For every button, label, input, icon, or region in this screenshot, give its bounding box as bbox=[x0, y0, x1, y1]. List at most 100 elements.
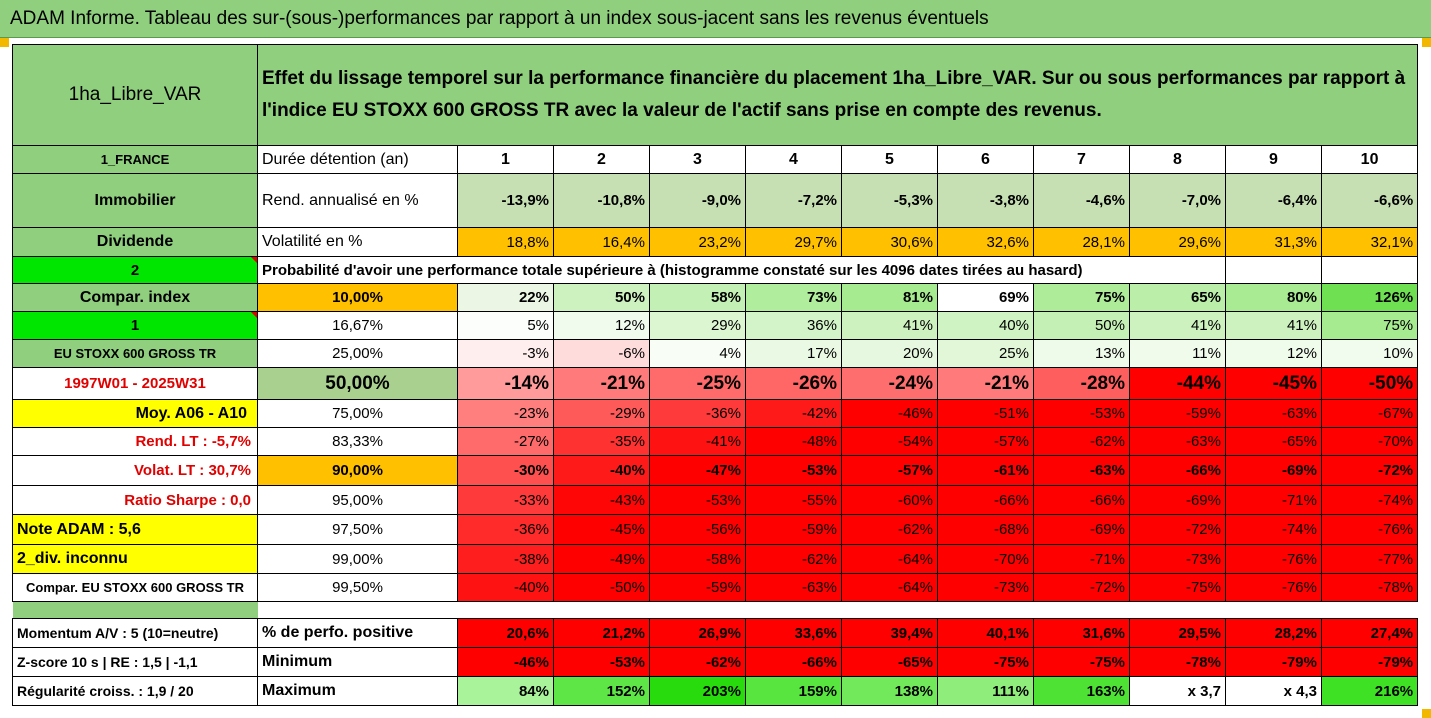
percentile-cell: -57% bbox=[937, 427, 1034, 456]
percentile-cell: 20% bbox=[841, 339, 938, 368]
percentile-cell: -45% bbox=[1225, 367, 1322, 400]
positive-perf-label: % de perfo. positive bbox=[257, 618, 458, 648]
minimum-label: Minimum bbox=[257, 647, 458, 677]
percentile-cell: -58% bbox=[649, 544, 746, 574]
percentile-cell: -36% bbox=[649, 399, 746, 428]
percentile-cell: -55% bbox=[745, 485, 842, 515]
percentile-cell: -66% bbox=[937, 485, 1034, 515]
percentile-cell: -53% bbox=[1033, 399, 1130, 428]
percentile-cell: -68% bbox=[937, 514, 1034, 545]
percentile-cell: 75% bbox=[1033, 283, 1130, 312]
year-header: 1 bbox=[457, 145, 554, 174]
fund-name: 1ha_Libre_VAR bbox=[12, 44, 258, 146]
percentile-cell: -70% bbox=[937, 544, 1034, 574]
year-header: 5 bbox=[841, 145, 938, 174]
percentile-cell: -41% bbox=[649, 427, 746, 456]
return-cell: -6,6% bbox=[1320, 173, 1419, 228]
year-header: 4 bbox=[745, 145, 842, 174]
positive-perf-cell: 20,6% bbox=[457, 618, 554, 648]
return-cell: -3,8% bbox=[937, 173, 1034, 228]
volatility-cell: 31,3% bbox=[1225, 227, 1322, 257]
year-header: 10 bbox=[1320, 145, 1419, 174]
volatility-cell: 32,6% bbox=[937, 227, 1034, 257]
percentile-cell: -53% bbox=[745, 455, 842, 486]
dividend-status-label: 2_div. inconnu bbox=[12, 544, 258, 574]
percentile-cell: -51% bbox=[937, 399, 1034, 428]
percentile-cell: -59% bbox=[745, 514, 842, 545]
percentile-cell: -56% bbox=[649, 514, 746, 545]
percentile-cell: 36% bbox=[745, 311, 842, 340]
sharpe-ratio-label: Ratio Sharpe : 0,0 bbox=[12, 485, 258, 515]
return-cell: -4,6% bbox=[1033, 173, 1130, 228]
percentile-cell: -73% bbox=[937, 573, 1034, 602]
maximum-cell: 159% bbox=[745, 676, 842, 706]
percentile-cell: -49% bbox=[553, 544, 650, 574]
volatility-cell: 29,7% bbox=[745, 227, 842, 257]
regularity-label: Régularité croiss. : 1,9 / 20 bbox=[12, 676, 258, 706]
minimum-cell: -79% bbox=[1320, 647, 1419, 677]
zscore-label: Z-score 10 s | RE : 1,5 | -1,1 bbox=[12, 647, 258, 677]
year-header: 7 bbox=[1033, 145, 1130, 174]
percentile-cell: -40% bbox=[553, 455, 650, 486]
maximum-cell: 84% bbox=[457, 676, 554, 706]
maximum-cell: 203% bbox=[649, 676, 746, 706]
percentile-cell: -63% bbox=[745, 573, 842, 602]
percentile-cell: -71% bbox=[1033, 544, 1130, 574]
volatility-cell: 23,2% bbox=[649, 227, 746, 257]
corner-marker bbox=[0, 38, 9, 47]
percentile-cell: -74% bbox=[1225, 514, 1322, 545]
return-cell: -9,0% bbox=[649, 173, 746, 228]
empty-cell bbox=[1320, 256, 1419, 284]
percentile-cell: -64% bbox=[841, 544, 938, 574]
volatility-cell: 32,1% bbox=[1320, 227, 1419, 257]
percentile-cell: -62% bbox=[745, 544, 842, 574]
percentile-cell: 40% bbox=[937, 311, 1034, 340]
volatility-cell: 29,6% bbox=[1129, 227, 1226, 257]
percentile-label: 97,50% bbox=[257, 514, 458, 545]
minimum-cell: -46% bbox=[457, 647, 554, 677]
percentile-cell: -53% bbox=[649, 485, 746, 515]
percentile-cell: -45% bbox=[553, 514, 650, 545]
year-header: 2 bbox=[553, 145, 650, 174]
percentile-cell: -59% bbox=[649, 573, 746, 602]
percentile-cell: -62% bbox=[841, 514, 938, 545]
return-cell: -7,2% bbox=[745, 173, 842, 228]
positive-perf-cell: 21,2% bbox=[553, 618, 650, 648]
minimum-cell: -79% bbox=[1225, 647, 1322, 677]
maximum-cell: 152% bbox=[553, 676, 650, 706]
percentile-cell: -14% bbox=[457, 367, 554, 400]
percentile-cell: -43% bbox=[553, 485, 650, 515]
percentile-cell: 17% bbox=[745, 339, 842, 368]
maximum-cell: x 3,7 bbox=[1129, 676, 1226, 706]
percentile-cell: -63% bbox=[1225, 399, 1322, 428]
percentile-cell: -69% bbox=[1225, 455, 1322, 486]
percentile-cell: -54% bbox=[841, 427, 938, 456]
maximum-cell: 216% bbox=[1320, 676, 1419, 706]
positive-perf-cell: 27,4% bbox=[1320, 618, 1419, 648]
title-banner: ADAM Informe. Tableau des sur-(sous-)per… bbox=[0, 0, 1431, 38]
percentile-cell: -24% bbox=[841, 367, 938, 400]
separator-space bbox=[258, 602, 1418, 619]
percentile-cell: 12% bbox=[1225, 339, 1322, 368]
minimum-cell: -75% bbox=[937, 647, 1034, 677]
percentile-cell: -47% bbox=[649, 455, 746, 486]
duration-label: Durée détention (an) bbox=[257, 145, 458, 174]
volatility-cell: 18,8% bbox=[457, 227, 554, 257]
percentile-cell: -76% bbox=[1225, 573, 1322, 602]
percentile-cell: -77% bbox=[1320, 544, 1419, 574]
percentile-label: 25,00% bbox=[257, 339, 458, 368]
percentile-cell: -25% bbox=[649, 367, 746, 400]
minimum-cell: -75% bbox=[1033, 647, 1130, 677]
percentile-cell: -38% bbox=[457, 544, 554, 574]
percentile-cell: -60% bbox=[841, 485, 938, 515]
percentile-cell: -78% bbox=[1320, 573, 1419, 602]
percentile-cell: 11% bbox=[1129, 339, 1226, 368]
volatility-cell: 30,6% bbox=[841, 227, 938, 257]
maximum-cell: x 4,3 bbox=[1225, 676, 1322, 706]
percentile-cell: -63% bbox=[1129, 427, 1226, 456]
percentile-cell: 73% bbox=[745, 283, 842, 312]
year-header: 6 bbox=[937, 145, 1034, 174]
percentile-label: 99,50% bbox=[257, 573, 458, 602]
percentile-label: 75,00% bbox=[257, 399, 458, 428]
minimum-cell: -62% bbox=[649, 647, 746, 677]
